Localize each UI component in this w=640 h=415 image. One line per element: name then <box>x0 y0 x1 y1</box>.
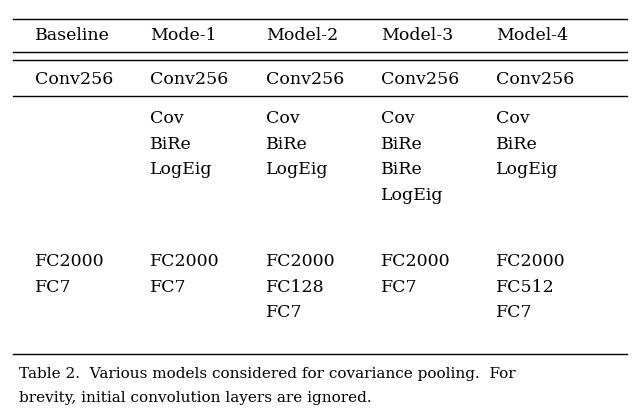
Text: Cov: Cov <box>150 110 184 127</box>
Text: Mode-1: Mode-1 <box>150 27 217 44</box>
Text: FC2000: FC2000 <box>266 253 335 270</box>
Text: FC2000: FC2000 <box>35 253 105 270</box>
Text: LogEig: LogEig <box>496 161 559 178</box>
Text: Baseline: Baseline <box>35 27 110 44</box>
Text: FC7: FC7 <box>496 305 532 321</box>
Text: brevity, initial convolution layers are ignored.: brevity, initial convolution layers are … <box>19 391 372 405</box>
Text: LogEig: LogEig <box>381 187 444 204</box>
Text: BiRe: BiRe <box>496 136 538 152</box>
Text: FC7: FC7 <box>381 279 417 295</box>
Text: FC7: FC7 <box>150 279 187 295</box>
Text: BiRe: BiRe <box>150 136 192 152</box>
Text: Model-2: Model-2 <box>266 27 338 44</box>
Text: Model-3: Model-3 <box>381 27 453 44</box>
Text: Cov: Cov <box>381 110 415 127</box>
Text: Conv256: Conv256 <box>496 71 574 88</box>
Text: BiRe: BiRe <box>266 136 307 152</box>
Text: Cov: Cov <box>496 110 530 127</box>
Text: Conv256: Conv256 <box>266 71 344 88</box>
Text: BiRe: BiRe <box>381 136 422 152</box>
Text: Cov: Cov <box>266 110 300 127</box>
Text: LogEig: LogEig <box>266 161 328 178</box>
Text: FC2000: FC2000 <box>381 253 451 270</box>
Text: LogEig: LogEig <box>150 161 213 178</box>
Text: FC512: FC512 <box>496 279 555 295</box>
Text: Conv256: Conv256 <box>381 71 459 88</box>
Text: Conv256: Conv256 <box>150 71 228 88</box>
Text: Conv256: Conv256 <box>35 71 113 88</box>
Text: FC2000: FC2000 <box>150 253 220 270</box>
Text: FC7: FC7 <box>266 305 302 321</box>
Text: FC7: FC7 <box>35 279 72 295</box>
Text: Model-4: Model-4 <box>496 27 568 44</box>
Text: BiRe: BiRe <box>381 161 422 178</box>
Text: Table 2.  Various models considered for covariance pooling.  For: Table 2. Various models considered for c… <box>19 367 516 381</box>
Text: FC128: FC128 <box>266 279 324 295</box>
Text: FC2000: FC2000 <box>496 253 566 270</box>
